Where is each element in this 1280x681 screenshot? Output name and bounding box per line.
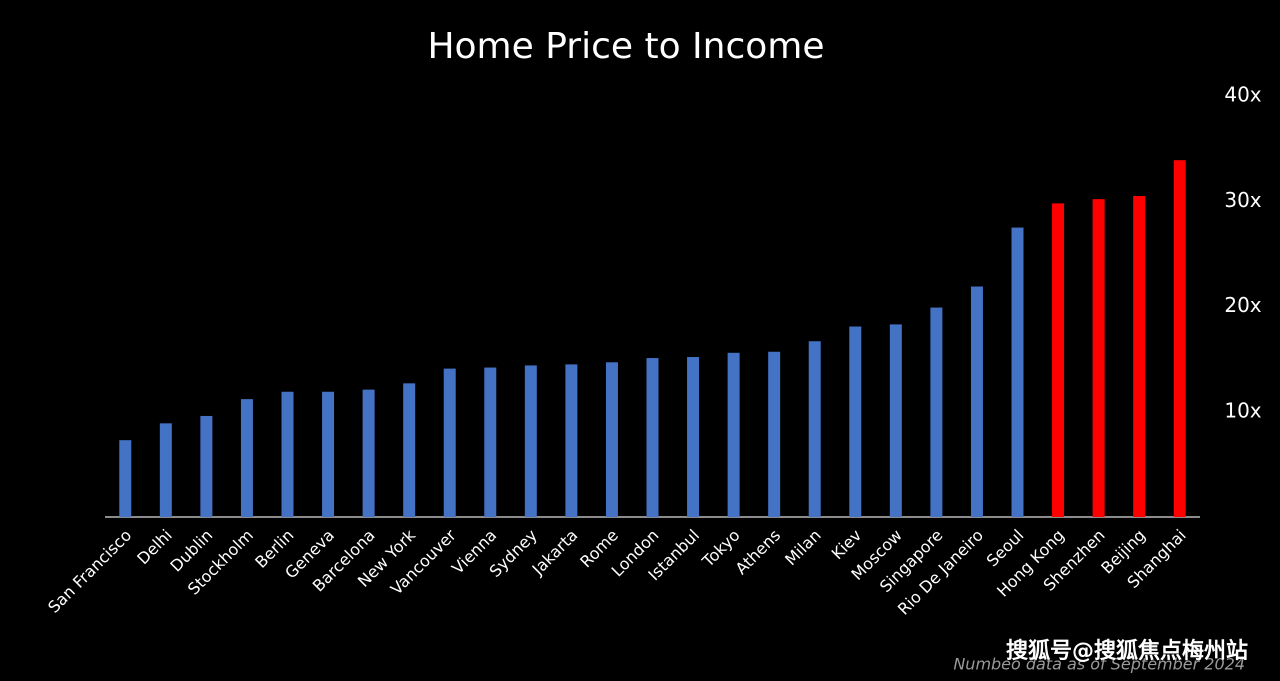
bar: [159, 423, 172, 517]
bar: [322, 391, 335, 517]
bar: [1133, 195, 1146, 518]
bar: [200, 415, 213, 517]
bar: [970, 286, 983, 517]
bar: [646, 358, 659, 517]
y-tick-label: 30x: [1224, 188, 1261, 212]
bar: [524, 365, 537, 517]
y-tick-label: 40x: [1224, 83, 1261, 107]
bar: [119, 440, 132, 517]
y-tick-label: 10x: [1224, 398, 1261, 422]
bar: [362, 389, 375, 517]
source-note: Numbeo data as of September 2024: [953, 655, 1245, 674]
bar: [889, 324, 902, 517]
x-tick-label: Athens: [732, 526, 785, 579]
bar: [605, 362, 618, 517]
x-tick-label: San Francisco: [44, 526, 135, 617]
bar: [443, 368, 456, 517]
bar: [768, 351, 781, 517]
chart-title: Home Price to Income: [427, 26, 824, 67]
bar: [403, 383, 416, 517]
y-tick-label: 20x: [1224, 293, 1261, 317]
bar: [565, 364, 578, 517]
bar: [930, 307, 943, 517]
bar: [240, 399, 253, 517]
bar: [687, 357, 700, 517]
bar: [1092, 199, 1105, 517]
watermark: 搜狐号@搜狐焦点梅州站: [1006, 638, 1248, 664]
bar: [1011, 227, 1024, 517]
bar: [281, 391, 294, 517]
bar: [849, 326, 862, 517]
x-tick-label: Jakarta: [528, 526, 582, 580]
bar: [1052, 203, 1065, 518]
bar: [1173, 160, 1186, 517]
bar: [808, 341, 821, 517]
bar: [484, 367, 497, 517]
bar: [727, 352, 740, 517]
x-tick-label: Milan: [781, 526, 825, 570]
